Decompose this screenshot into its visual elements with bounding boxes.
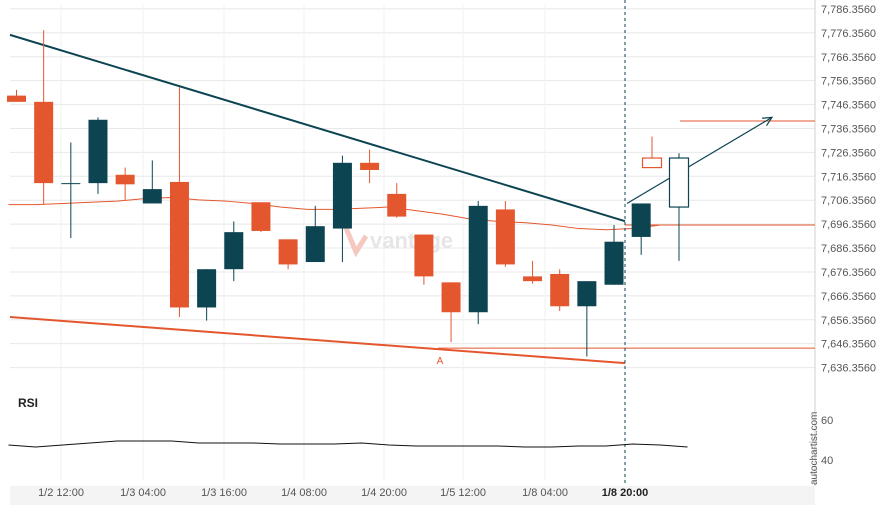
price-tick-label: 7,696.3560	[821, 219, 876, 231]
candlestick	[332, 155, 352, 263]
time-tick-label: 1/4 20:00	[361, 487, 407, 499]
candle-body	[197, 269, 217, 308]
candle-body	[577, 281, 597, 307]
candlestick	[387, 183, 407, 218]
candlestick	[7, 89, 26, 102]
time-tick-label: 1/8 04:00	[522, 487, 568, 499]
candlestick	[197, 269, 217, 321]
candlestick	[631, 203, 651, 255]
candlestick	[550, 269, 570, 312]
price-tick-label: 7,666.3560	[821, 291, 876, 303]
candlestick	[34, 30, 54, 205]
watermark-logo	[343, 227, 369, 258]
price-tick-label: 7,756.3560	[821, 76, 876, 88]
candlestick	[414, 234, 434, 285]
candlestick	[360, 149, 380, 184]
candlestick	[641, 136, 663, 169]
time-tick-label: 1/2 12:00	[38, 487, 84, 499]
autochartist-label: autochartist.com	[809, 412, 820, 485]
price-tick-label: 7,746.3560	[821, 100, 876, 112]
candle-body	[7, 95, 26, 102]
resistance-trend-line	[9, 33, 626, 223]
candlestick	[305, 205, 325, 263]
candle-body	[88, 119, 108, 184]
candle-body	[468, 205, 488, 313]
price-tick-label: 7,686.3560	[821, 243, 876, 255]
candle-body	[169, 181, 189, 308]
watermark: vantage	[343, 227, 453, 258]
price-tick-label: 7,706.3560	[821, 195, 876, 207]
candlestick	[169, 87, 189, 318]
candle-body	[441, 282, 461, 313]
projection-arrow-head	[761, 116, 774, 127]
watermark-text: vantage	[370, 228, 453, 253]
candlestick	[577, 281, 597, 357]
candle-body	[495, 209, 515, 265]
candle-body	[278, 239, 298, 265]
candle-body	[523, 276, 543, 282]
candlestick	[88, 117, 108, 194]
candle-body	[251, 202, 271, 231]
candlestick	[61, 142, 81, 239]
candle-body	[224, 232, 244, 270]
rsi-tick-label: 40	[821, 455, 833, 467]
time-tick-label: 1/5 12:00	[440, 487, 486, 499]
candlestick	[142, 160, 162, 204]
candle-body	[332, 162, 352, 229]
candle-body	[34, 101, 54, 184]
candle-body	[360, 162, 380, 170]
price-tick-label: 7,636.3560	[821, 363, 876, 375]
candle-body	[387, 193, 407, 217]
projection-arrow	[626, 116, 773, 204]
candlestick	[604, 224, 624, 285]
support-trend-line	[9, 316, 626, 365]
price-tick-label: 7,786.3560	[821, 4, 876, 16]
time-tick-label: 1/4 08:00	[281, 487, 327, 499]
candlestick	[441, 282, 461, 343]
time-tick-label: 1/3 16:00	[201, 487, 247, 499]
candlestick	[668, 153, 690, 261]
time-tick-label-current: 1/8 20:00	[602, 487, 648, 499]
candlestick	[278, 239, 298, 270]
annotation-label: A	[437, 356, 444, 367]
price-tick-label: 7,656.3560	[821, 315, 876, 327]
price-tick-label: 7,716.3560	[821, 171, 876, 183]
candlestick	[115, 167, 135, 200]
candle-body	[305, 226, 325, 263]
candlestick	[523, 260, 543, 284]
candle-body	[641, 157, 663, 169]
price-tick-label: 7,736.3560	[821, 123, 876, 135]
price-tick-label: 7,776.3560	[821, 28, 876, 40]
candle-body	[414, 234, 434, 277]
candle-body	[631, 203, 651, 237]
candle-body	[604, 241, 624, 285]
candle-body	[550, 273, 570, 307]
candle-body	[115, 174, 135, 185]
candlestick	[495, 201, 515, 267]
candle-body	[142, 189, 162, 204]
rsi-line	[8, 440, 688, 448]
candle-body	[668, 157, 690, 208]
candlestick	[468, 201, 488, 325]
price-tick-label: 7,676.3560	[821, 267, 876, 279]
candlestick	[251, 202, 271, 233]
time-axis-band	[10, 486, 815, 505]
rsi-label: RSI	[18, 396, 38, 410]
price-tick-label: 7,726.3560	[821, 147, 876, 159]
price-tick-label: 7,766.3560	[821, 52, 876, 64]
rsi-tick-label: 60	[821, 415, 833, 427]
price-tick-label: 7,646.3560	[821, 339, 876, 351]
candlestick	[224, 221, 244, 282]
candle-body	[61, 183, 81, 185]
time-tick-label: 1/3 04:00	[120, 487, 166, 499]
